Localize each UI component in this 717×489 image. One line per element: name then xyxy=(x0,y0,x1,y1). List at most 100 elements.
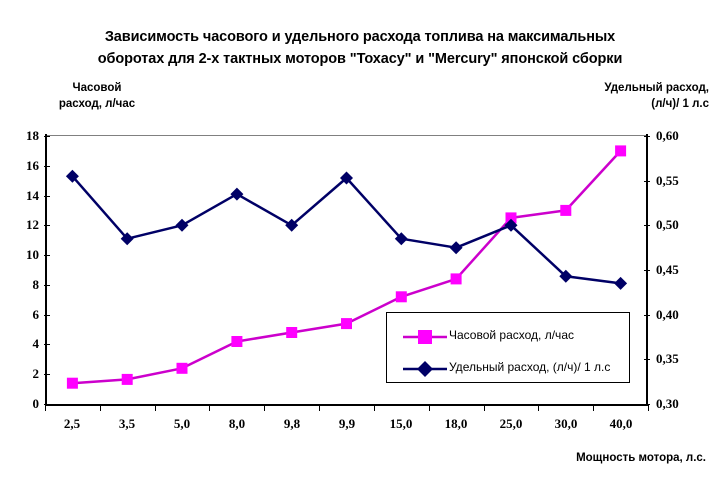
category-axis-tick xyxy=(374,405,375,411)
category-axis-tick xyxy=(155,405,156,411)
legend-entry-hourly: Часовой расход, л/час xyxy=(387,325,629,349)
category-axis-label: 5,0 xyxy=(173,416,191,431)
data-point-marker xyxy=(505,212,517,224)
category-axis-tick xyxy=(593,405,594,411)
category-axis-label: 25,0 xyxy=(499,416,523,431)
plot-top-border xyxy=(45,135,648,136)
left-axis-tick-label: 8 xyxy=(32,277,40,292)
right-axis-tick-label: 0,40 xyxy=(656,307,679,322)
data-point-marker xyxy=(230,187,244,201)
category-axis-label: 9,8 xyxy=(283,416,301,431)
left-axis-tick-label: 6 xyxy=(32,307,40,322)
data-point-marker xyxy=(394,232,408,246)
category-axis-label: 15,0 xyxy=(389,416,413,431)
category-axis-tick xyxy=(45,405,46,411)
chart-title: Зависимость часового и удельного расхода… xyxy=(55,26,665,70)
left-axis-tick xyxy=(44,374,50,375)
left-value-axis xyxy=(45,134,47,406)
left-axis-tick-label: 0 xyxy=(32,396,40,411)
left-axis-tick xyxy=(44,404,50,405)
category-axis-label: 2,5 xyxy=(63,416,81,431)
left-axis-title: Часовой расход, л/час xyxy=(22,80,172,112)
category-axis-label: 3,5 xyxy=(118,416,136,431)
data-point-marker xyxy=(121,373,133,385)
plot-series-area xyxy=(65,145,628,389)
data-point-marker xyxy=(615,145,627,157)
left-axis-tick xyxy=(44,285,50,286)
right-axis-title: Удельный расход, (л/ч)/ 1 л.с xyxy=(529,80,709,112)
right-axis-tick-label: 0,50 xyxy=(656,217,679,232)
right-axis-tick-label: 0,35 xyxy=(656,351,679,366)
series-specific xyxy=(65,169,628,290)
right-axis-tick xyxy=(644,359,650,360)
left-axis-tick xyxy=(44,255,50,256)
data-point-marker xyxy=(66,377,78,389)
data-point-marker xyxy=(231,336,243,347)
x-axis-title: Мощность мотора, л.с. xyxy=(576,452,706,464)
right-axis-tick xyxy=(644,315,650,316)
data-point-marker xyxy=(65,169,79,183)
right-axis-title-line-2: (л/ч)/ 1 л.с xyxy=(651,98,709,110)
data-point-marker xyxy=(286,327,298,338)
left-axis-tick xyxy=(44,225,50,226)
legend-entry-specific: Удельный расход, (л/ч)/ 1 л.с xyxy=(387,357,629,381)
right-axis-tick xyxy=(644,270,650,271)
left-axis-tick-label: 10 xyxy=(26,247,39,262)
left-axis-tick xyxy=(44,344,50,345)
right-axis-tick xyxy=(644,181,650,182)
category-axis-tick xyxy=(429,405,430,411)
data-point-marker xyxy=(285,218,299,232)
legend-key-hourly xyxy=(403,330,447,344)
left-axis-tick-label: 4 xyxy=(32,336,40,351)
left-axis-tick xyxy=(44,166,50,167)
left-axis-title-line-2: расход, л/час xyxy=(58,98,136,110)
left-axis-tick-label: 14 xyxy=(26,188,39,203)
chart-title-line-1: Зависимость часового и удельного расхода… xyxy=(104,29,616,45)
left-axis-title-line-1: Часовой xyxy=(72,82,122,94)
data-point-marker xyxy=(120,232,134,246)
right-axis-title-line-1: Удельный расход, xyxy=(604,82,709,94)
data-point-marker xyxy=(176,362,188,374)
category-axis-label: 18,0 xyxy=(444,416,468,431)
right-axis-tick-label: 0,45 xyxy=(656,262,679,277)
category-axis-tick xyxy=(648,405,649,411)
legend-label-specific: Удельный расход, (л/ч)/ 1 л.с xyxy=(449,360,611,374)
left-axis-tick xyxy=(44,315,50,316)
data-point-marker xyxy=(614,276,628,290)
category-axis-label: 30,0 xyxy=(554,416,578,431)
data-point-marker xyxy=(341,318,352,330)
category-axis-tick xyxy=(264,405,265,411)
category-axis-tick xyxy=(100,405,101,411)
data-point-marker xyxy=(560,204,572,216)
right-axis-tick xyxy=(644,225,650,226)
left-axis-tick-label: 16 xyxy=(26,158,39,173)
chart-legend: Часовой расход, л/час Удельный расход, (… xyxy=(386,312,630,383)
legend-key-specific xyxy=(403,361,447,377)
left-axis-tick-label: 18 xyxy=(26,128,39,143)
left-axis-tick xyxy=(44,136,50,137)
data-point-marker xyxy=(395,291,407,303)
category-axis-tick xyxy=(538,405,539,411)
category-axis-label: 8,0 xyxy=(228,416,246,431)
right-axis-tick xyxy=(644,136,650,137)
right-axis-tick-label: 0,55 xyxy=(656,173,679,188)
category-axis-tick xyxy=(319,405,320,411)
series-hourly xyxy=(66,145,627,389)
left-axis-tick-label: 12 xyxy=(26,217,39,232)
right-axis-tick-label: 0,30 xyxy=(656,396,679,411)
data-point-marker xyxy=(450,273,462,285)
category-axis-tick xyxy=(209,405,210,411)
series-line xyxy=(71,175,621,285)
left-axis-tick xyxy=(44,196,50,197)
left-axis-tick-label: 2 xyxy=(32,366,40,381)
category-axis xyxy=(45,404,648,406)
category-axis-label: 9,9 xyxy=(338,416,356,431)
data-point-marker xyxy=(340,171,353,185)
legend-label-hourly: Часовой расход, л/час xyxy=(449,328,574,342)
data-point-marker xyxy=(559,269,573,283)
right-axis-tick-label: 0,60 xyxy=(656,128,679,143)
category-axis-tick xyxy=(484,405,485,411)
right-axis-tick xyxy=(644,404,650,405)
chart-title-line-2: оборотах для 2-х тактных моторов "Тохасу… xyxy=(97,51,623,67)
